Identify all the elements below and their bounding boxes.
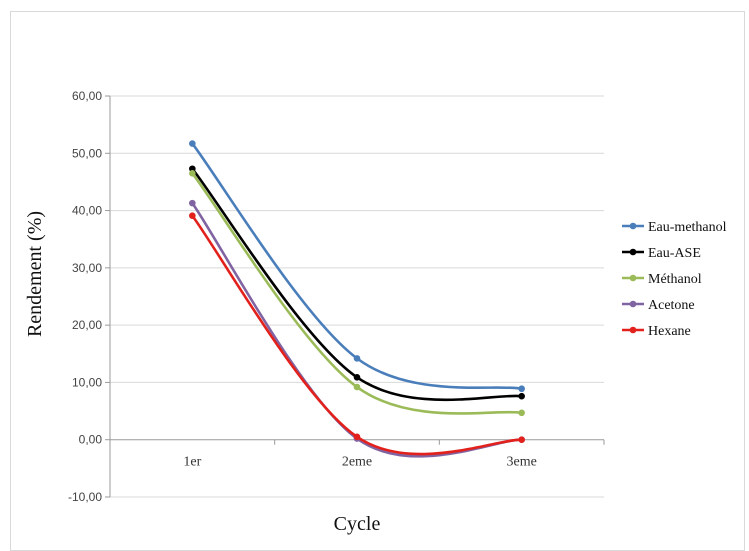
y-tick-label: 40,00 — [72, 204, 102, 218]
legend-swatch-marker — [629, 300, 637, 308]
data-point — [353, 433, 361, 441]
y-axis-title: Rendement (%) — [24, 211, 46, 337]
y-tick-label: 50,00 — [72, 146, 102, 160]
legend-label: Hexane — [648, 324, 691, 339]
y-tick-label: 10,00 — [72, 375, 102, 389]
gridlines — [105, 95, 605, 498]
data-point — [189, 165, 196, 173]
data-point — [353, 383, 361, 391]
x-tick-label: 2eme — [342, 455, 372, 470]
legend-label: Eau-methanol — [648, 220, 727, 235]
data-point — [518, 385, 525, 393]
legend-item: Hexane — [622, 324, 691, 339]
legend-label: Méthanol — [648, 272, 702, 287]
line-chart: -10,00 0,00 10,00 20,00 30,00 40,00 50,00 60,00… — [24, 89, 727, 535]
series-m-thanol — [189, 170, 525, 417]
series-layer — [189, 140, 525, 458]
y-tick-label: 20,00 — [72, 318, 102, 332]
y-tick-label: 0,00 — [79, 433, 103, 447]
legend-item: Eau-ASE — [622, 246, 701, 261]
y-tick-labels: -10,00 0,00 10,00 20,00 30,00 40,00 50,00 60,00 — [68, 89, 102, 504]
series-hexane — [189, 212, 525, 456]
legend-swatch-marker — [629, 222, 637, 230]
data-point — [189, 199, 196, 207]
x-tick-label: 1er — [183, 455, 201, 470]
legend-swatch-marker — [629, 248, 637, 256]
legend-item: Méthanol — [622, 272, 702, 287]
series-line — [191, 142, 522, 391]
legend-swatch-marker — [629, 274, 637, 282]
x-tick-labels: 1er 2eme 3eme — [183, 455, 536, 470]
y-tick-label: -10,00 — [68, 490, 102, 504]
legend-item: Eau-methanol — [622, 220, 727, 235]
y-tick-label: 30,00 — [72, 261, 102, 275]
series-eau-ase — [189, 165, 525, 402]
series-line — [191, 172, 522, 415]
y-tick-label: 60,00 — [72, 89, 102, 103]
data-point — [518, 392, 525, 400]
data-point — [518, 409, 525, 417]
data-point — [189, 170, 196, 177]
data-point — [189, 140, 196, 147]
series-eau-methanol — [189, 140, 525, 393]
legend-swatch-marker — [629, 326, 637, 334]
chart-frame — [10, 11, 745, 551]
legend-label: Eau-ASE — [648, 246, 701, 261]
x-tick-label: 3eme — [507, 455, 537, 470]
data-point — [353, 373, 361, 381]
x-axis-title: Cycle — [334, 513, 381, 535]
series-line — [191, 214, 522, 456]
data-point — [189, 212, 196, 220]
data-point — [353, 355, 361, 362]
legend-label: Acetone — [648, 298, 695, 313]
legend-item: Acetone — [622, 298, 695, 313]
data-point — [518, 436, 525, 444]
series-line — [191, 167, 522, 402]
legend: Eau-methanol Eau-ASE Méthanol Acetone Hexane — [622, 220, 727, 339]
